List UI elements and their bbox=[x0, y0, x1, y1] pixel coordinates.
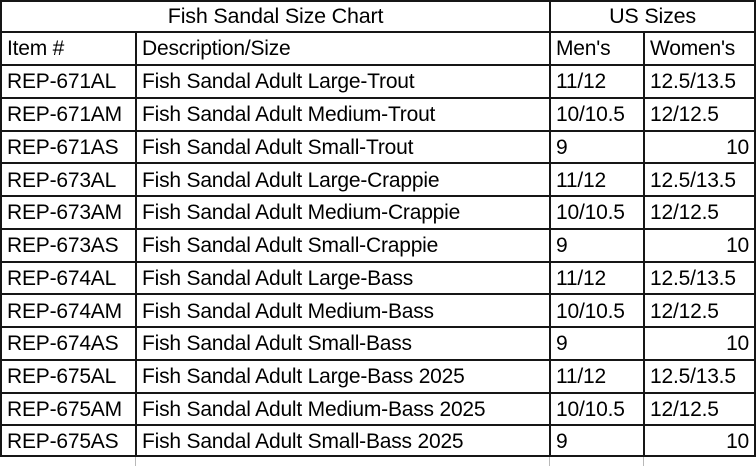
womens-size-cell: 12/12.5 bbox=[643, 391, 756, 425]
mens-size-cell: 11/12 bbox=[549, 64, 644, 97]
column-header-description: Description/Size bbox=[135, 31, 550, 64]
table-row: REP-675AL Fish Sandal Adult Large-Bass 2… bbox=[0, 358, 756, 392]
table-body: REP-671AL Fish Sandal Adult Large-Trout … bbox=[0, 64, 756, 457]
womens-size-cell: 10 bbox=[643, 129, 756, 163]
item-number-cell: REP-675AL bbox=[0, 358, 135, 392]
item-number-cell: REP-671AS bbox=[0, 129, 135, 163]
mens-size-cell: 10/10.5 bbox=[549, 96, 644, 130]
womens-size-cell: 10 bbox=[643, 326, 756, 359]
description-cell: Fish Sandal Adult Large-Trout bbox=[135, 64, 550, 97]
description-cell: Fish Sandal Adult Large-Bass 2025 bbox=[135, 358, 550, 392]
womens-size-cell: 12.5/13.5 bbox=[643, 64, 756, 97]
description-cell: Fish Sandal Adult Medium-Crappie bbox=[135, 195, 550, 228]
description-cell: Fish Sandal Adult Small-Bass bbox=[135, 326, 550, 359]
item-number-cell: REP-674AL bbox=[0, 260, 135, 294]
description-cell: Fish Sandal Adult Large-Crappie bbox=[135, 162, 550, 195]
table-row: REP-671AS Fish Sandal Adult Small-Trout … bbox=[0, 129, 756, 163]
mens-size-cell: 10/10.5 bbox=[549, 195, 644, 228]
description-cell: Fish Sandal Adult Small-Bass 2025 bbox=[135, 424, 550, 457]
item-number-cell: REP-674AS bbox=[0, 326, 135, 359]
womens-size-cell: 10 bbox=[643, 227, 756, 261]
table-row: REP-673AS Fish Sandal Adult Small-Crappi… bbox=[0, 227, 756, 261]
table-row: REP-673AM Fish Sandal Adult Medium-Crapp… bbox=[0, 195, 756, 228]
item-number-cell: REP-674AM bbox=[0, 293, 135, 326]
table-row: REP-675AS Fish Sandal Adult Small-Bass 2… bbox=[0, 424, 756, 457]
column-header-womens: Women's bbox=[643, 31, 756, 64]
womens-size-cell: 12.5/13.5 bbox=[643, 260, 756, 294]
womens-size-cell: 12/12.5 bbox=[643, 293, 756, 326]
table-row: REP-671AL Fish Sandal Adult Large-Trout … bbox=[0, 64, 756, 97]
title-row: Fish Sandal Size Chart US Sizes bbox=[0, 0, 756, 31]
partial-cutoff-row bbox=[0, 457, 756, 466]
partial-cell bbox=[135, 457, 550, 466]
item-number-cell: REP-671AL bbox=[0, 64, 135, 97]
womens-size-cell: 12.5/13.5 bbox=[643, 162, 756, 195]
description-cell: Fish Sandal Adult Small-Crappie bbox=[135, 227, 550, 261]
description-cell: Fish Sandal Adult Medium-Bass 2025 bbox=[135, 391, 550, 425]
column-header-item: Item # bbox=[0, 31, 135, 64]
mens-size-cell: 9 bbox=[549, 424, 644, 457]
partial-cell bbox=[0, 457, 135, 466]
table-row: REP-674AL Fish Sandal Adult Large-Bass 1… bbox=[0, 260, 756, 294]
item-number-cell: REP-673AL bbox=[0, 162, 135, 195]
table-row: REP-674AM Fish Sandal Adult Medium-Bass … bbox=[0, 293, 756, 326]
womens-size-cell: 12.5/13.5 bbox=[643, 358, 756, 392]
item-number-cell: REP-673AS bbox=[0, 227, 135, 261]
description-cell: Fish Sandal Adult Medium-Trout bbox=[135, 96, 550, 130]
table-row: REP-673AL Fish Sandal Adult Large-Crappi… bbox=[0, 162, 756, 195]
mens-size-cell: 10/10.5 bbox=[549, 293, 644, 326]
item-number-cell: REP-675AM bbox=[0, 391, 135, 425]
description-cell: Fish Sandal Adult Large-Bass bbox=[135, 260, 550, 294]
table-row: REP-674AS Fish Sandal Adult Small-Bass 9… bbox=[0, 326, 756, 359]
description-cell: Fish Sandal Adult Small-Trout bbox=[135, 129, 550, 163]
table-row: REP-675AM Fish Sandal Adult Medium-Bass … bbox=[0, 391, 756, 425]
womens-size-cell: 12/12.5 bbox=[643, 195, 756, 228]
mens-size-cell: 9 bbox=[549, 326, 644, 359]
description-cell: Fish Sandal Adult Medium-Bass bbox=[135, 293, 550, 326]
womens-size-cell: 10 bbox=[643, 424, 756, 457]
partial-cell bbox=[549, 457, 644, 466]
us-sizes-group-header: US Sizes bbox=[549, 0, 756, 31]
mens-size-cell: 11/12 bbox=[549, 260, 644, 294]
item-number-cell: REP-671AM bbox=[0, 96, 135, 130]
mens-size-cell: 9 bbox=[549, 129, 644, 163]
mens-size-cell: 11/12 bbox=[549, 162, 644, 195]
table-row: REP-671AM Fish Sandal Adult Medium-Trout… bbox=[0, 96, 756, 130]
womens-size-cell: 12/12.5 bbox=[643, 96, 756, 130]
mens-size-cell: 11/12 bbox=[549, 358, 644, 392]
item-number-cell: REP-675AS bbox=[0, 424, 135, 457]
mens-size-cell: 10/10.5 bbox=[549, 391, 644, 425]
table-title: Fish Sandal Size Chart bbox=[0, 0, 550, 31]
column-header-row: Item # Description/Size Men's Women's bbox=[0, 31, 756, 64]
mens-size-cell: 9 bbox=[549, 227, 644, 261]
column-header-mens: Men's bbox=[549, 31, 644, 64]
item-number-cell: REP-673AM bbox=[0, 195, 135, 228]
partial-cell bbox=[643, 457, 756, 466]
